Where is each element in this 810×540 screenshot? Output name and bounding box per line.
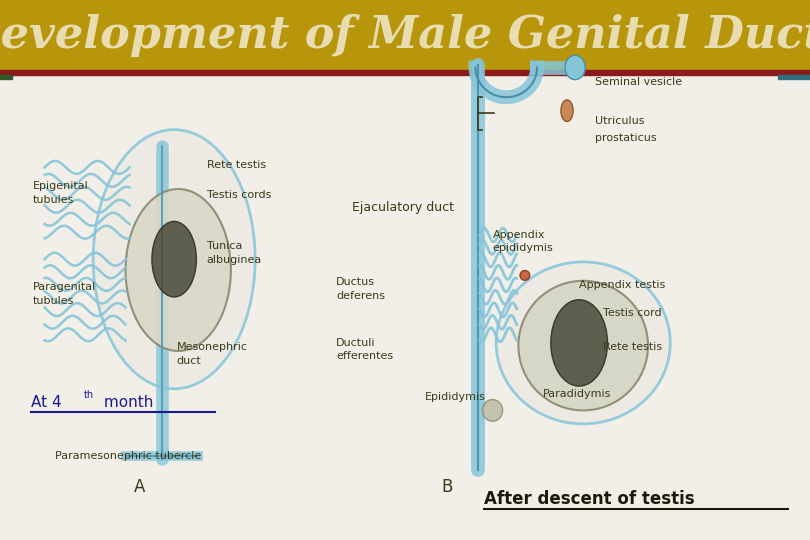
Bar: [0, 79, 810, 540]
Text: Paramesonephric tubercle: Paramesonephric tubercle: [55, 451, 202, 461]
Ellipse shape: [518, 281, 648, 410]
Text: Rete testis: Rete testis: [603, 342, 663, 352]
Text: th: th: [84, 390, 94, 400]
Text: After descent of testis: After descent of testis: [484, 490, 695, 509]
Text: Mesonephric: Mesonephric: [177, 342, 248, 352]
Text: tubules: tubules: [32, 296, 74, 306]
Text: Seminal vesicle: Seminal vesicle: [595, 77, 683, 87]
Ellipse shape: [496, 262, 670, 424]
Bar: [778, 75, 810, 79]
Text: At 4: At 4: [31, 395, 62, 410]
Text: duct: duct: [177, 356, 202, 366]
Ellipse shape: [482, 400, 502, 421]
Text: B: B: [441, 478, 453, 496]
Ellipse shape: [551, 300, 608, 386]
Text: efferentes: efferentes: [336, 352, 394, 361]
Text: epididymis: epididymis: [492, 244, 553, 253]
Text: Rete testis: Rete testis: [207, 160, 266, 170]
Text: Utriculus: Utriculus: [595, 117, 645, 126]
Text: Ductuli: Ductuli: [336, 338, 376, 348]
Text: Paragenital: Paragenital: [32, 282, 96, 292]
Text: prostaticus: prostaticus: [595, 133, 657, 143]
Text: tubules: tubules: [32, 195, 74, 205]
Text: Testis cord: Testis cord: [603, 308, 662, 318]
Bar: [0, 70, 810, 75]
Bar: [0, 75, 12, 79]
Ellipse shape: [126, 189, 231, 351]
Text: Ductus: Ductus: [336, 277, 375, 287]
Text: month: month: [99, 395, 153, 410]
Bar: [0, 0, 810, 70]
Ellipse shape: [565, 55, 585, 79]
Text: A: A: [134, 478, 145, 496]
Text: Epigenital: Epigenital: [32, 181, 88, 191]
Ellipse shape: [93, 130, 255, 389]
Text: Development of Male Genital Ducts: Development of Male Genital Ducts: [0, 14, 810, 57]
Text: Tunica: Tunica: [207, 241, 242, 251]
Text: Ejaculatory duct: Ejaculatory duct: [352, 201, 454, 214]
Text: deferens: deferens: [336, 291, 385, 301]
Ellipse shape: [152, 221, 197, 297]
Text: albuginea: albuginea: [207, 255, 262, 265]
Ellipse shape: [561, 100, 573, 122]
Ellipse shape: [520, 271, 530, 280]
Text: Appendix: Appendix: [492, 230, 545, 240]
Text: Appendix testis: Appendix testis: [579, 280, 665, 290]
Text: Paradidymis: Paradidymis: [543, 389, 611, 399]
Text: Epididymis: Epididymis: [424, 392, 485, 402]
Text: Testis cords: Testis cords: [207, 191, 271, 200]
